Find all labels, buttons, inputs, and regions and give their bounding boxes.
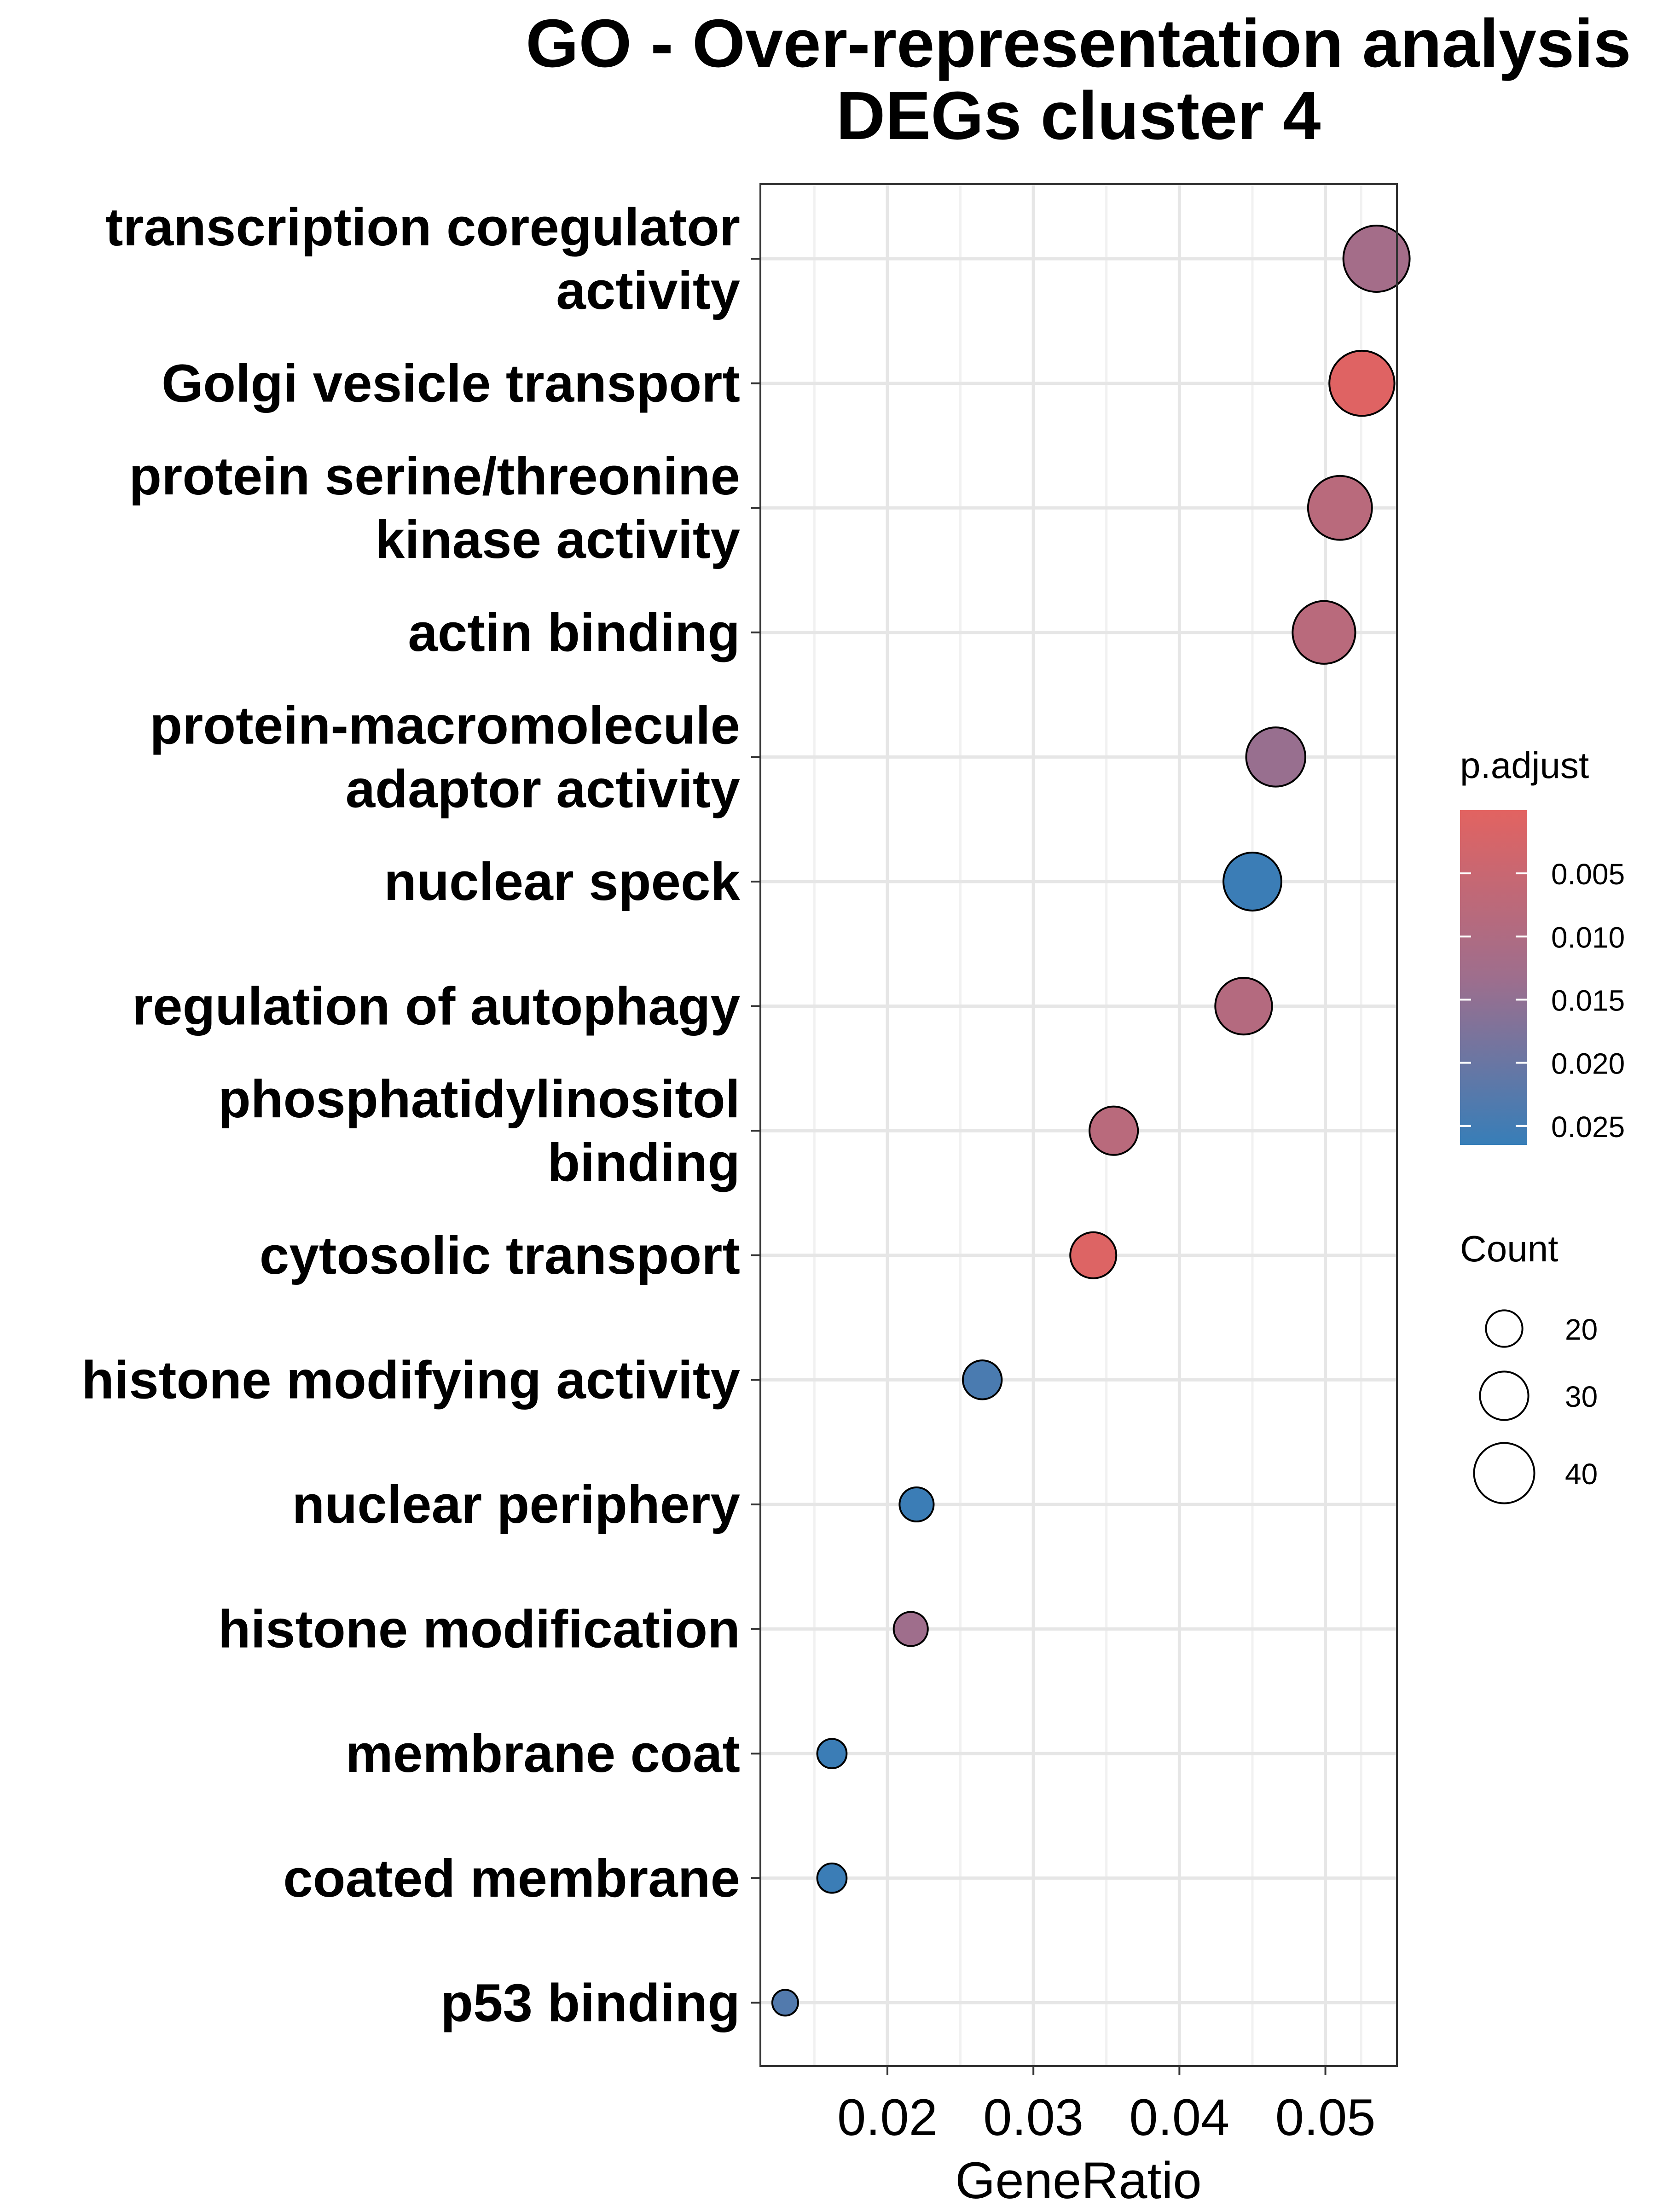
y-axis: transcription coregulator activity Golgi v…: [81, 197, 760, 2032]
count-legend-title: Count: [1460, 1228, 1558, 1269]
p-adjust-colorbar: [1460, 810, 1527, 1145]
chart-title-line: GO - Over-representation analysis: [526, 6, 1631, 81]
data-point: [1245, 726, 1306, 788]
x-axis: 0.02 0.03 0.04 0.05: [837, 2066, 1376, 2146]
data-point: [816, 1862, 848, 1894]
count-legend-label: 40: [1565, 1457, 1598, 1491]
count-legend: Count 20 30 40: [1460, 1228, 1598, 1504]
plot-panel: [759, 183, 1411, 2067]
count-legend-circle: [1479, 1370, 1530, 1421]
y-tick-label: histone modifying activity: [81, 1350, 740, 1410]
y-tick-label: cytosolic transport: [260, 1225, 740, 1285]
data-point: [1089, 1105, 1139, 1156]
y-tick-label: membrane coat: [346, 1724, 740, 1783]
y-tick-label: coated membrane: [283, 1848, 740, 1908]
x-axis-title: GeneRatio: [955, 2152, 1201, 2209]
y-tick-label: nuclear speck: [384, 852, 740, 912]
data-point: [1214, 976, 1273, 1036]
p-adjust-legend-title: p.adjust: [1460, 745, 1589, 786]
y-tick-label: nuclear periphery: [292, 1475, 740, 1534]
p-adjust-legend: p.adjust 0.005 0.010 0.015 0.020 0.025: [1460, 745, 1625, 1145]
colorbar-tick-label: 0.020: [1551, 1047, 1625, 1080]
data-point: [771, 1989, 799, 2017]
data-point: [1069, 1231, 1118, 1279]
y-tick-label: protein serine/threonine kinase activity: [129, 446, 740, 569]
data-point: [1292, 600, 1356, 665]
colorbar-tick-label: 0.015: [1551, 984, 1625, 1017]
y-tick-label: actin binding: [408, 603, 740, 662]
x-tick-label: 0.05: [1275, 2089, 1376, 2146]
y-tick-label: regulation of autophagy: [132, 976, 740, 1036]
count-legend-circle: [1473, 1442, 1535, 1504]
y-tick-label: p53 binding: [440, 1973, 740, 2032]
y-tick-label: Golgi vesicle transport: [162, 354, 740, 413]
p-adjust-legend-ticks: 0.005 0.010 0.015 0.020 0.025: [1460, 858, 1625, 1144]
count-legend-circle: [1485, 1309, 1524, 1348]
y-tick-label: phosphatidylinositol binding: [218, 1069, 740, 1192]
y-tick-label: transcription coregulator activity: [105, 197, 740, 320]
data-point: [1342, 225, 1411, 293]
data-point: [962, 1359, 1003, 1400]
colorbar-tick-label: 0.025: [1551, 1110, 1625, 1144]
y-tick-label: protein-macromolecule adaptor activity: [150, 695, 740, 819]
colorbar-tick-label: 0.005: [1551, 858, 1625, 891]
colorbar-tick-label: 0.010: [1551, 921, 1625, 954]
data-point: [898, 1486, 935, 1523]
data-point: [1222, 852, 1282, 912]
data-point: [892, 1611, 929, 1647]
chart-title-line: DEGs cluster 4: [836, 78, 1321, 154]
count-legend-label: 20: [1565, 1313, 1598, 1346]
x-tick-label: 0.02: [837, 2089, 938, 2146]
data-point: [1307, 475, 1373, 541]
data-point: [816, 1738, 848, 1770]
x-tick-label: 0.04: [1129, 2089, 1229, 2146]
x-tick-label: 0.03: [983, 2089, 1083, 2146]
y-tick-label: histone modification: [218, 1599, 740, 1659]
data-points: [771, 225, 1411, 2017]
count-legend-items: 20 30 40: [1473, 1309, 1598, 1504]
count-legend-label: 30: [1565, 1380, 1598, 1413]
data-point: [1328, 349, 1396, 417]
